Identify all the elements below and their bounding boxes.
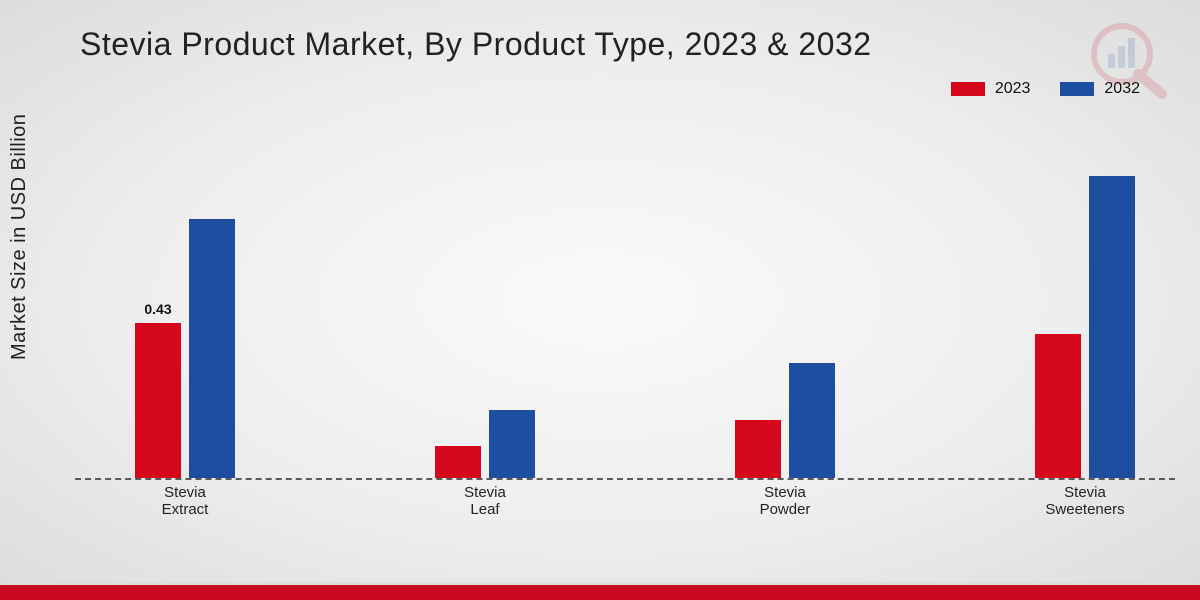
legend: 2023 2032	[951, 80, 1140, 98]
bar-pair	[435, 410, 535, 478]
bar-pair	[1035, 176, 1135, 478]
legend-label-2032: 2032	[1104, 80, 1140, 98]
legend-swatch-2023	[951, 82, 985, 96]
plot-area: 0.43	[75, 120, 1175, 480]
chart-container: Stevia Product Market, By Product Type, …	[0, 0, 1200, 600]
bar-2023: 0.43	[135, 323, 181, 478]
category-label: Stevia Sweeteners	[1045, 484, 1124, 518]
bar-2032	[189, 219, 235, 478]
category-label: Stevia Extract	[162, 484, 209, 518]
bar-2023	[435, 446, 481, 478]
bar-2023	[735, 420, 781, 478]
legend-item-2023: 2023	[951, 80, 1031, 98]
legend-item-2032: 2032	[1060, 80, 1140, 98]
bar-value-label: 0.43	[144, 301, 171, 317]
x-axis-baseline	[75, 478, 1175, 480]
x-axis-labels: Stevia Extract Stevia Leaf Stevia Powder St…	[75, 482, 1175, 542]
legend-label-2023: 2023	[995, 80, 1031, 98]
footer-bar	[0, 582, 1200, 600]
chart-title: Stevia Product Market, By Product Type, …	[80, 26, 872, 63]
category-label: Stevia Powder	[760, 484, 811, 518]
category-label: Stevia Leaf	[464, 484, 506, 518]
bar-2032	[789, 363, 835, 478]
bar-2023	[1035, 334, 1081, 478]
y-axis-label: Market Size in USD Billion	[8, 60, 31, 360]
bar-2032	[1089, 176, 1135, 478]
legend-swatch-2032	[1060, 82, 1094, 96]
bar-pair	[735, 363, 835, 478]
bar-pair: 0.43	[135, 219, 235, 478]
bar-2032	[489, 410, 535, 478]
